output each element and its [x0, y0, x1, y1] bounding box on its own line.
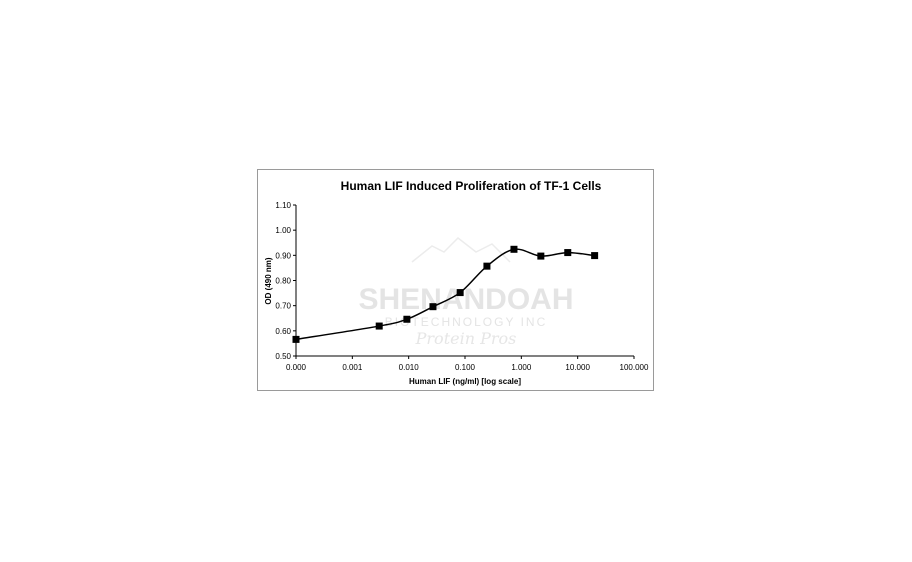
- x-tick-label: 0.001: [342, 363, 363, 372]
- y-tick-label: 0.80: [275, 277, 291, 286]
- watermark-line2: BIOTECHNOLOGY INC: [385, 315, 547, 329]
- data-point-marker: [292, 335, 300, 343]
- data-point-marker: [483, 262, 491, 270]
- data-point-marker: [429, 303, 437, 311]
- chart-frame: [257, 169, 654, 391]
- y-tick-label: 1.00: [275, 226, 291, 235]
- y-tick-label: 0.90: [275, 251, 291, 260]
- x-tick-label: 0.010: [399, 363, 420, 372]
- x-tick-label: 1.000: [511, 363, 532, 372]
- data-point-marker: [591, 252, 599, 260]
- watermark-mountain-icon: [411, 237, 511, 263]
- y-tick-label: 0.60: [275, 327, 291, 336]
- series: [292, 245, 599, 343]
- x-tick-label: 0.100: [455, 363, 476, 372]
- x-tick-label: 100.000: [620, 363, 649, 372]
- x-tick-label: 10.000: [565, 363, 590, 372]
- x-axis: 0.000 0.001 0.010 0.100 1.000 10.000 100.000: [286, 355, 649, 372]
- data-point-marker: [375, 322, 383, 330]
- y-axis: 0.50 0.60 0.70 0.80 0.90 1.00 1.10: [275, 201, 297, 361]
- watermark-line3: Protein Pros: [415, 329, 517, 348]
- y-axis-label: OD (490 nm): [264, 257, 273, 304]
- chart-title: Human LIF Induced Proliferation of TF-1 …: [341, 179, 602, 193]
- data-point-marker: [403, 315, 411, 323]
- data-point-marker: [456, 289, 464, 297]
- y-tick-label: 0.70: [275, 302, 291, 311]
- data-point-marker: [510, 245, 518, 253]
- x-axis-label: Human LIF (ng/ml) [log scale]: [409, 377, 521, 386]
- y-tick-label: 0.50: [275, 352, 291, 361]
- y-tick-label: 1.10: [275, 201, 291, 210]
- x-tick-label: 0.000: [286, 363, 307, 372]
- data-point-marker: [564, 249, 572, 257]
- series-line: [295, 248, 595, 341]
- watermark: SHENANDOAH BIOTECHNOLOGY INC Protein Pro…: [358, 237, 574, 348]
- watermark-line1: SHENANDOAH: [358, 283, 573, 316]
- data-point-marker: [537, 252, 545, 260]
